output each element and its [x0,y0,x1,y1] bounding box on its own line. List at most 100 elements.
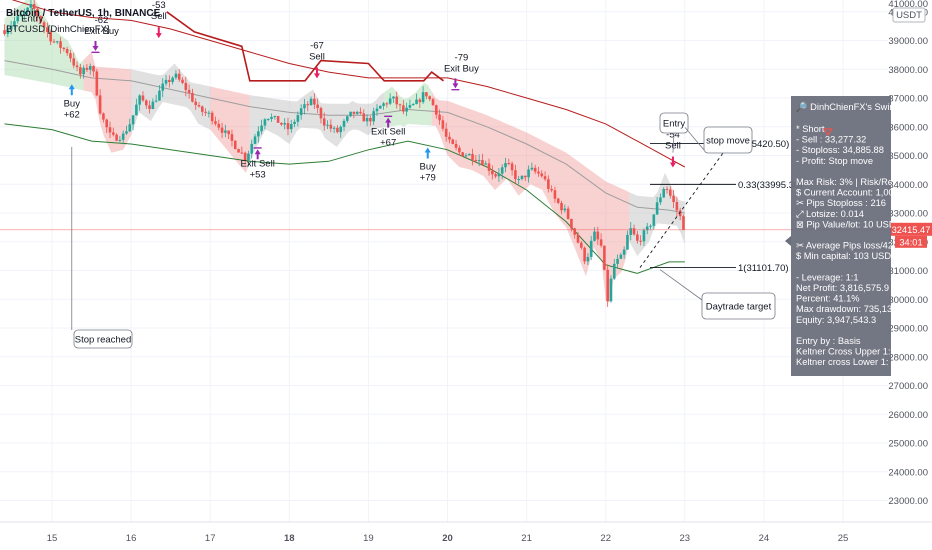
candle-body [138,95,141,105]
time-tick-label: 25 [838,533,849,544]
price-axis[interactable]: 23000.00 24000.00 25000.00 26000.00 27000.00… [888,0,932,507]
candle-body [243,152,247,161]
candle-body [609,278,613,302]
buy-arrow-icon [68,84,75,96]
candle-body [385,103,389,105]
candle-body [642,230,646,242]
candle-body [405,107,408,112]
candle-body [253,136,257,144]
signal-label: Exit Sell [371,127,405,138]
time-axis[interactable]: 15 16 17 18 19 20 21 22 23 24 25 [0,521,932,544]
price-tick-label: 31000.00 [888,266,928,277]
panel-line: Equity: 3,947,543.3 [796,315,876,325]
candle-body [378,105,382,109]
indicator-title[interactable]: BTCUSD [DinhChienFX] [6,24,109,35]
last-price-label: 32415.47 [892,225,931,235]
panel-line: Entry by : Basis [796,336,861,346]
candle-body [286,123,290,130]
candle-body [112,132,115,135]
candle-body [560,202,563,211]
candle-body [593,231,596,241]
candle-body [606,269,609,302]
candle-body [303,104,306,109]
candle-body [174,73,178,78]
candle-body [270,117,273,119]
candle-body [392,96,395,99]
candle-body [355,111,359,114]
price-tick-label: 39000.00 [888,36,928,47]
candle-body [349,111,352,117]
signal-value: -53 [152,0,166,11]
price-tick-label: 38000.00 [888,65,928,76]
candle-body [65,49,69,54]
time-tick-label: 24 [759,533,770,544]
last-price-tag [890,222,932,236]
time-tick-label: 18 [284,533,295,544]
daytrade-target-callout-box [701,292,776,320]
entry-pointer [672,132,675,153]
candle-body [603,245,606,270]
candle-body [672,195,675,203]
signal-value: +79 [420,173,436,184]
price-tick-label-top: 41000.00 [888,0,928,10]
candle-body [576,234,580,243]
candle-body [227,130,230,135]
candle-body [461,152,464,157]
price-tick-label: 35000.00 [888,151,928,162]
candle-body [98,95,102,114]
stop-reached-callout-text: Stop reached [75,335,132,346]
candle-body [319,108,323,119]
short-triangle-icon [822,128,834,137]
candle-body [632,228,636,235]
exit-arrow-icon [384,115,393,128]
panel-line: Keltner cross Lower 1: 0 [796,357,896,367]
panel-line: ⊠ Pip Value/lot: 10 USD [796,219,896,229]
candle-body [194,101,197,106]
candle-body [336,127,339,133]
band-fill [131,63,211,136]
candle-body [316,104,319,109]
panel-line: ⤢ Lotsize: 0.014 [795,209,864,219]
fib-level-label: 0(35420.50) [738,139,789,150]
candle-body [649,225,652,227]
signal-label: Entry [21,13,43,24]
candle-body [144,100,148,106]
signal-value: +53 [250,169,266,180]
signal-label: Exit Buy [84,26,119,37]
symbol-title[interactable]: Bitcoin / TetherUS, 1h, BINANCE [6,8,161,19]
candle-body [580,242,583,248]
candle-body [39,16,43,23]
panel-content: 🔎 DinhChienFX's Swing St * Short - Sell :… [791,96,896,376]
candle-body [52,41,56,43]
candles [3,0,685,307]
candle-body [280,122,283,125]
currency-box [892,7,926,23]
candle-body [675,202,679,211]
signal-label: Exit Sell [240,158,274,169]
price-tick-label: 29000.00 [888,324,928,335]
signal-value: -79 [455,52,469,63]
candle-body [494,174,497,177]
candle-body [151,101,155,110]
candle-body [626,234,629,250]
candle-body [451,139,455,144]
candle-body [46,27,49,33]
signal-label: Buy [64,98,81,109]
candle-body [6,29,10,34]
candle-body [306,104,310,106]
candle-body [108,127,112,133]
lower-band-line [4,123,685,274]
candle-body [224,130,227,133]
panel-line: ✂ Pips Stoploss : 216 [796,198,886,208]
signal-value: -54 [666,130,680,141]
candle-body [431,99,435,106]
candle-body [382,103,385,106]
candle-body [207,112,211,114]
fib-trend-line [639,143,731,268]
panel-line: * Short [796,124,825,134]
exit-arrow-icon [451,78,460,91]
candle-body [19,14,23,17]
signal-label: Sell [151,11,167,22]
